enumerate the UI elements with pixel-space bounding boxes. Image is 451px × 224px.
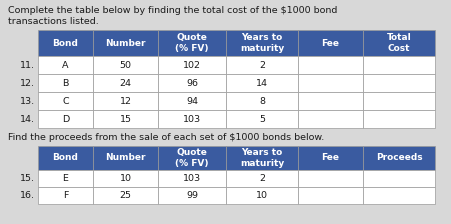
Bar xyxy=(363,56,435,74)
Text: Quote
(% FV): Quote (% FV) xyxy=(175,148,209,168)
Text: E: E xyxy=(63,174,69,183)
Bar xyxy=(93,187,158,204)
Text: 10: 10 xyxy=(120,174,132,183)
Text: B: B xyxy=(62,78,69,88)
Text: 11.: 11. xyxy=(20,60,35,69)
Bar xyxy=(226,146,298,170)
Bar xyxy=(298,74,363,92)
Bar xyxy=(226,30,298,56)
Bar xyxy=(158,187,226,204)
Bar xyxy=(363,30,435,56)
Bar xyxy=(298,56,363,74)
Bar xyxy=(158,92,226,110)
Bar xyxy=(298,92,363,110)
Bar xyxy=(363,110,435,128)
Text: D: D xyxy=(62,114,69,123)
Text: 103: 103 xyxy=(183,114,201,123)
Bar xyxy=(363,170,435,187)
Text: Complete the table below by finding the total cost of the $1000 bond: Complete the table below by finding the … xyxy=(8,6,337,15)
Bar xyxy=(298,170,363,187)
Text: Fee: Fee xyxy=(322,39,340,47)
Bar xyxy=(226,92,298,110)
Text: 12: 12 xyxy=(120,97,132,106)
Text: A: A xyxy=(62,60,69,69)
Text: Find the proceeds from the sale of each set of $1000 bonds below.: Find the proceeds from the sale of each … xyxy=(8,133,324,142)
Bar xyxy=(93,92,158,110)
Text: F: F xyxy=(63,191,68,200)
Text: 102: 102 xyxy=(183,60,201,69)
Bar xyxy=(38,30,93,56)
Text: 50: 50 xyxy=(120,60,132,69)
Bar xyxy=(38,74,93,92)
Bar xyxy=(93,146,158,170)
Text: Total
Cost: Total Cost xyxy=(387,33,411,53)
Bar xyxy=(298,30,363,56)
Bar xyxy=(93,110,158,128)
Text: 25: 25 xyxy=(120,191,132,200)
Bar xyxy=(298,187,363,204)
Text: 16.: 16. xyxy=(20,191,35,200)
Text: Years to
maturity: Years to maturity xyxy=(240,33,284,53)
Text: Fee: Fee xyxy=(322,153,340,162)
Bar xyxy=(363,187,435,204)
Bar xyxy=(38,170,93,187)
Text: Number: Number xyxy=(105,153,146,162)
Bar xyxy=(38,56,93,74)
Text: 103: 103 xyxy=(183,174,201,183)
Bar xyxy=(38,110,93,128)
Text: 15.: 15. xyxy=(20,174,35,183)
Bar xyxy=(226,56,298,74)
Text: 24: 24 xyxy=(120,78,132,88)
Bar xyxy=(298,146,363,170)
Text: 2: 2 xyxy=(259,174,265,183)
Bar xyxy=(363,92,435,110)
Text: Bond: Bond xyxy=(53,153,78,162)
Bar xyxy=(158,30,226,56)
Bar xyxy=(226,170,298,187)
Text: 13.: 13. xyxy=(20,97,35,106)
Text: transactions listed.: transactions listed. xyxy=(8,17,99,26)
Bar xyxy=(38,146,93,170)
Bar xyxy=(38,187,93,204)
Text: 15: 15 xyxy=(120,114,132,123)
Bar xyxy=(158,74,226,92)
Bar xyxy=(38,92,93,110)
Text: 14.: 14. xyxy=(20,114,35,123)
Bar xyxy=(93,74,158,92)
Bar xyxy=(93,170,158,187)
Bar xyxy=(93,56,158,74)
Text: 12.: 12. xyxy=(20,78,35,88)
Text: Bond: Bond xyxy=(53,39,78,47)
Bar xyxy=(158,170,226,187)
Text: Number: Number xyxy=(105,39,146,47)
Bar xyxy=(298,110,363,128)
Bar xyxy=(158,110,226,128)
Text: 99: 99 xyxy=(186,191,198,200)
Text: 94: 94 xyxy=(186,97,198,106)
Text: 5: 5 xyxy=(259,114,265,123)
Text: 10: 10 xyxy=(256,191,268,200)
Bar xyxy=(363,74,435,92)
Bar xyxy=(93,30,158,56)
Text: C: C xyxy=(62,97,69,106)
Text: Proceeds: Proceeds xyxy=(376,153,422,162)
Bar xyxy=(226,74,298,92)
Bar xyxy=(158,146,226,170)
Text: 14: 14 xyxy=(256,78,268,88)
Bar xyxy=(226,187,298,204)
Text: Quote
(% FV): Quote (% FV) xyxy=(175,33,209,53)
Text: 8: 8 xyxy=(259,97,265,106)
Text: Years to
maturity: Years to maturity xyxy=(240,148,284,168)
Bar xyxy=(226,110,298,128)
Text: 2: 2 xyxy=(259,60,265,69)
Text: 96: 96 xyxy=(186,78,198,88)
Bar xyxy=(363,146,435,170)
Bar xyxy=(158,56,226,74)
